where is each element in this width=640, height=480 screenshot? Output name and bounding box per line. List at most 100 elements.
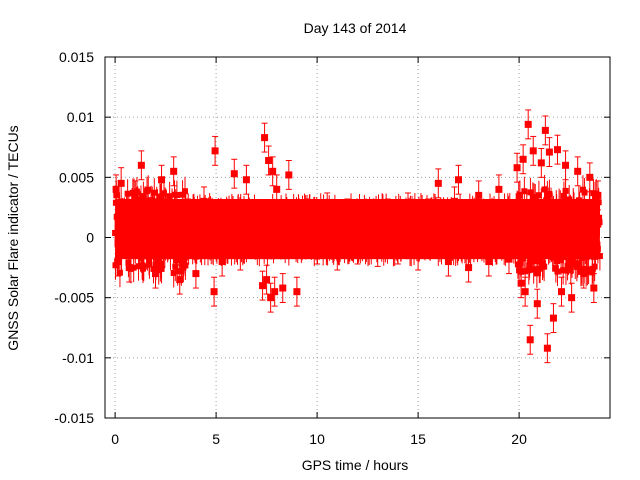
data-point — [143, 209, 151, 217]
data-point — [230, 170, 238, 178]
band-point — [546, 191, 553, 198]
x-tick-label: 15 — [410, 431, 426, 447]
band-point — [541, 186, 548, 193]
band-point — [172, 263, 179, 270]
data-point — [293, 288, 301, 296]
band-point — [133, 188, 140, 195]
data-point — [210, 288, 218, 296]
data-point — [505, 255, 513, 263]
band-point — [539, 260, 546, 267]
band-point — [182, 262, 189, 269]
data-point — [271, 288, 279, 296]
data-point — [137, 161, 145, 169]
data-point — [125, 264, 133, 272]
band-point — [116, 269, 123, 276]
band-point — [532, 195, 539, 202]
data-points — [112, 120, 602, 352]
band-point — [140, 193, 147, 200]
data-point — [279, 284, 287, 292]
data-point — [236, 252, 244, 260]
band-point — [552, 265, 559, 272]
data-point — [568, 294, 576, 302]
data-point — [263, 276, 271, 284]
data-point — [267, 294, 275, 302]
band-point — [596, 253, 603, 260]
y-axis-ticks: 0.015 0.01 0.005 0 -0.005 -0.01 -0.015 — [54, 49, 610, 426]
data-point — [170, 167, 178, 175]
data-point — [586, 173, 594, 181]
data-point — [558, 288, 566, 296]
data-point — [273, 185, 281, 193]
x-tick-label: 5 — [212, 431, 220, 447]
data-point — [184, 209, 192, 217]
y-axis-label: GNSS Solar Flare indicator / TECUs — [5, 125, 21, 350]
data-point — [259, 282, 267, 290]
data-point — [333, 252, 341, 260]
band-point — [113, 192, 120, 199]
data-point — [158, 176, 166, 184]
band-point — [160, 190, 167, 197]
data-point — [343, 209, 351, 217]
data-point — [524, 120, 532, 128]
data-point — [211, 147, 219, 155]
data-point — [131, 191, 139, 199]
data-point — [475, 191, 483, 199]
data-point — [414, 252, 422, 260]
band-point — [154, 259, 161, 266]
data-point — [364, 215, 372, 223]
data-point — [152, 270, 159, 278]
data-point — [112, 185, 120, 193]
band-point — [591, 263, 598, 270]
data-point — [526, 336, 534, 344]
band-point — [166, 193, 173, 200]
y-tick-label: -0.005 — [54, 290, 94, 306]
band-point — [562, 187, 569, 194]
data-point — [594, 191, 602, 199]
x-tick-label: 0 — [111, 431, 119, 447]
band-point — [125, 259, 132, 266]
data-point — [200, 197, 208, 205]
band-point — [140, 263, 147, 270]
band-point — [124, 190, 131, 197]
band-point — [181, 188, 188, 195]
band-point — [135, 263, 142, 270]
data-point — [533, 300, 541, 308]
chart-title: Day 143 of 2014 — [304, 20, 407, 36]
data-point — [269, 167, 277, 175]
band-point — [526, 259, 533, 266]
band-point — [531, 258, 538, 265]
band-point — [541, 263, 548, 270]
data-point — [549, 314, 557, 322]
band-point — [174, 268, 181, 275]
data-point — [562, 161, 570, 169]
y-tick-label: 0.015 — [59, 49, 94, 65]
x-tick-label: 10 — [309, 431, 325, 447]
x-tick-label: 20 — [511, 431, 527, 447]
band-point — [150, 265, 157, 272]
data-point — [121, 221, 129, 229]
data-point — [455, 176, 462, 184]
y-tick-label: 0 — [86, 230, 94, 246]
band-point — [533, 270, 540, 277]
band-point — [130, 264, 137, 271]
x-axis-ticks: 0 5 10 15 20 — [111, 57, 527, 447]
y-tick-label: -0.015 — [54, 410, 94, 426]
y-tick-label: 0.005 — [59, 169, 94, 185]
band-point — [522, 268, 529, 275]
data-point — [313, 246, 321, 254]
data-point — [114, 258, 122, 266]
data-point — [265, 156, 273, 164]
data-point — [450, 197, 458, 205]
data-point — [303, 209, 311, 217]
band-point — [562, 267, 569, 274]
band-point — [173, 192, 180, 199]
data-point — [192, 270, 200, 278]
band-point — [530, 266, 537, 273]
data-point — [434, 179, 442, 187]
data-point — [543, 344, 551, 352]
data-point — [590, 284, 598, 292]
data-point — [261, 134, 269, 142]
data-point — [404, 203, 412, 211]
band-point — [574, 260, 581, 267]
